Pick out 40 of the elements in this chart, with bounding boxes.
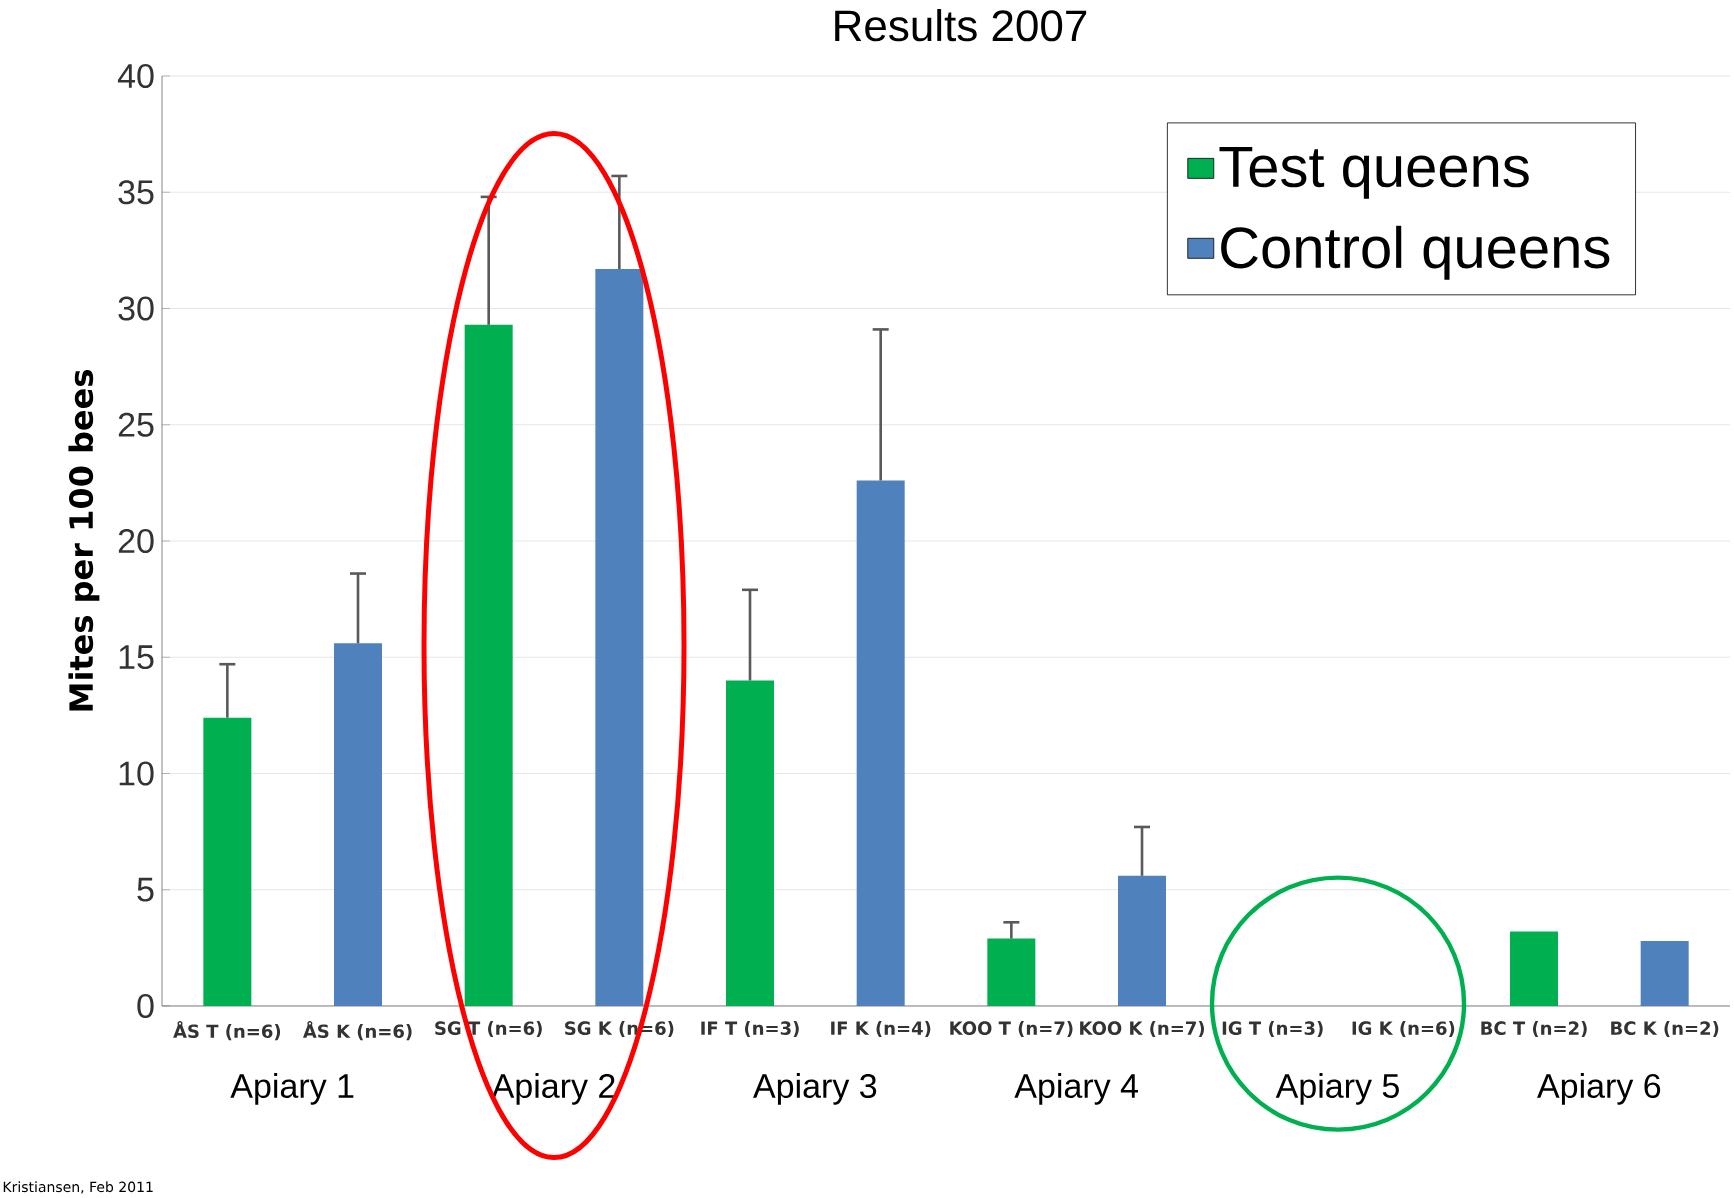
y-tick-label: 25: [118, 412, 154, 437]
text: Apiary 5: [1275, 1073, 1399, 1105]
bar: [726, 680, 775, 1006]
y-tick-label: 10: [119, 761, 154, 786]
bar: [1118, 875, 1167, 1006]
bar: [1640, 940, 1689, 1006]
y-tick-label: 0: [137, 993, 154, 1019]
x-tick-label: ÅS T (n=6): [173, 1021, 281, 1041]
bar: [856, 480, 905, 1006]
chart-title: Results 2007: [835, 9, 1087, 42]
legend-label: Test queens: [1219, 146, 1529, 199]
x-tick-label: BC K (n=2): [1611, 1021, 1719, 1038]
y-tick-label: 40: [117, 63, 154, 89]
x-tick-label: KOO T (n=7): [950, 1021, 1073, 1038]
bar: [464, 324, 513, 1006]
x-tick-label: ÅS K (n=6): [302, 1021, 412, 1041]
text: Kristiansen, Feb 2011: [3, 1181, 153, 1194]
text: Apiary 6: [1537, 1073, 1661, 1105]
y-tick-label: 20: [118, 528, 154, 554]
text: Apiary 3: [753, 1073, 877, 1105]
x-tick-label: IG K (n=6): [1352, 1021, 1455, 1038]
text: Apiary 2: [491, 1073, 615, 1105]
x-tick-label: IF T (n=3): [701, 1021, 799, 1038]
x-tick-label: IF K (n=4): [831, 1021, 931, 1038]
y-tick-label: 15: [119, 645, 154, 670]
x-tick-label: IG T (n=3): [1222, 1021, 1323, 1038]
bar: [203, 717, 252, 1006]
legend-label: Control queens: [1221, 225, 1610, 280]
y-tick-label: 35: [118, 180, 154, 205]
y-tick-label: 30: [118, 296, 154, 321]
x-tick-label: BC T (n=2): [1481, 1021, 1587, 1038]
x-tick-label: KOO K (n=7): [1080, 1021, 1205, 1038]
bar: [595, 268, 644, 1006]
bar: [334, 643, 383, 1006]
text: Apiary 4: [1014, 1073, 1138, 1105]
y-tick-label: 5: [137, 877, 154, 902]
y-axis-title: Mites per 100 bees: [68, 370, 100, 711]
bar: [1510, 931, 1559, 1006]
text: Apiary 1: [230, 1073, 354, 1105]
bar: [987, 938, 1036, 1006]
